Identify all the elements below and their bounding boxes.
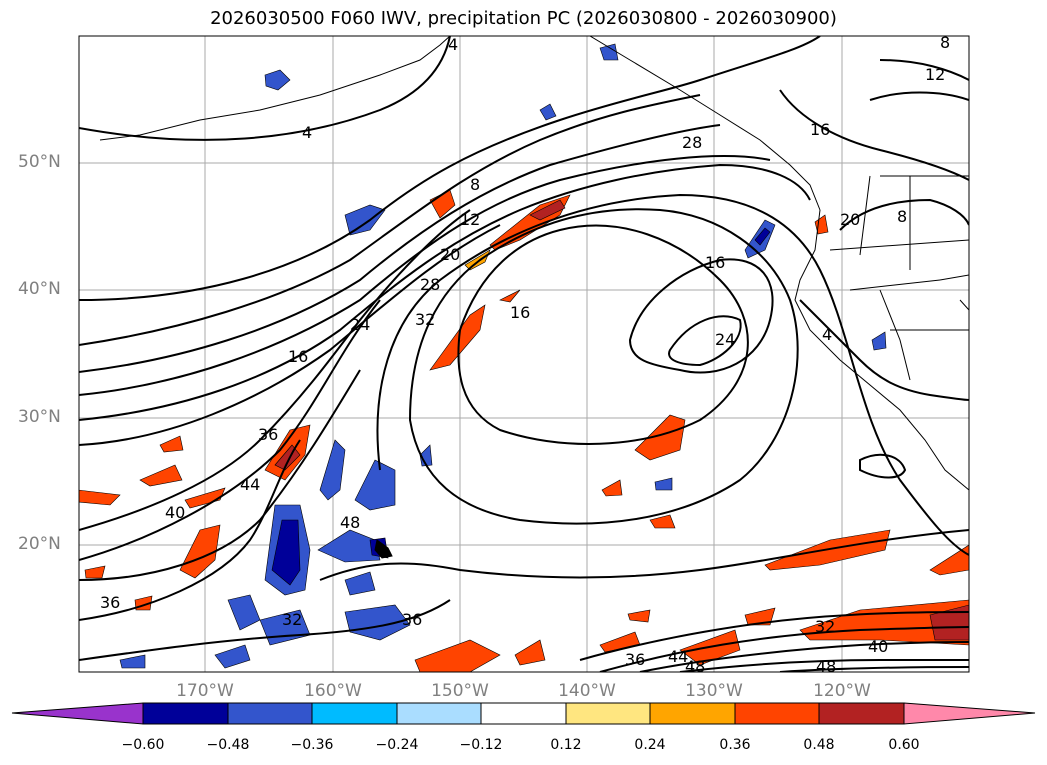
colorbar-segment bbox=[480, 702, 567, 725]
precip-negative bbox=[119, 43, 887, 669]
colorbar-tick-label: 0.60 bbox=[888, 737, 920, 753]
lon-label: 160°W bbox=[304, 681, 362, 701]
colorbar-extend-low bbox=[11, 702, 144, 725]
colorbar-tick-label: −0.48 bbox=[206, 737, 250, 753]
lat-label: 50°N bbox=[18, 152, 61, 172]
contour-label: 16 bbox=[810, 120, 830, 139]
contour-label: 28 bbox=[420, 275, 440, 294]
colorbar-tick-label: 0.24 bbox=[634, 737, 666, 753]
colorbar-segment bbox=[311, 702, 398, 725]
contour-label: 16 bbox=[705, 253, 725, 272]
contour-label: 8 bbox=[897, 207, 907, 226]
lon-label: 150°W bbox=[431, 681, 489, 701]
colorbar-tick-label: −0.12 bbox=[459, 737, 503, 753]
contour-label: 12 bbox=[460, 210, 480, 229]
map-frame bbox=[78, 35, 970, 673]
contour-label: 44 bbox=[668, 647, 688, 666]
lon-label: 120°W bbox=[813, 681, 871, 701]
lat-label: 20°N bbox=[18, 534, 61, 554]
map-panel bbox=[79, 36, 969, 672]
colorbar-segment bbox=[818, 702, 905, 725]
contour-label: 24 bbox=[350, 315, 370, 334]
contour-label: 36 bbox=[402, 610, 422, 629]
lon-label: 140°W bbox=[558, 681, 616, 701]
colorbar bbox=[11, 702, 1036, 725]
coastlines bbox=[99, 36, 969, 559]
colorbar-tick-label: −0.24 bbox=[375, 737, 419, 753]
contour-label: 16 bbox=[510, 303, 530, 322]
colorbar-segment bbox=[649, 702, 736, 725]
colorbar-segment bbox=[734, 702, 820, 725]
contour-label: 36 bbox=[258, 425, 278, 444]
contour-label: 4 bbox=[302, 123, 312, 142]
colorbar-segment bbox=[565, 702, 651, 725]
lat-label: 30°N bbox=[18, 407, 61, 427]
contour-label: 32 bbox=[282, 610, 302, 629]
contour-label: 36 bbox=[100, 593, 120, 612]
contour-label: 32 bbox=[815, 617, 835, 636]
contour-label: 8 bbox=[470, 175, 480, 194]
contour-label: 40 bbox=[165, 503, 185, 522]
contour-label: 44 bbox=[240, 475, 260, 494]
contour-label: 4 bbox=[822, 325, 832, 344]
colorbar-segment bbox=[142, 702, 229, 725]
contour-label: 32 bbox=[415, 310, 435, 329]
contour-label: 8 bbox=[940, 33, 950, 52]
contour-label: 48 bbox=[816, 657, 836, 676]
contour-label: 40 bbox=[868, 637, 888, 656]
colorbar-tick-label: −0.60 bbox=[121, 737, 165, 753]
lon-label: 170°W bbox=[176, 681, 234, 701]
contour-label: 28 bbox=[682, 133, 702, 152]
contour-label: 48 bbox=[685, 657, 705, 676]
map-title: 2026030500 F060 IWV, precipitation PC (2… bbox=[210, 8, 837, 29]
colorbar-tick-label: 0.12 bbox=[550, 737, 582, 753]
contour-labels: 4 4 4 8 8 8 12 12 16 16 16 16 20 20 24 2… bbox=[100, 33, 950, 676]
contour-label: 16 bbox=[288, 347, 308, 366]
colorbar-segment bbox=[227, 702, 313, 725]
contour-label: 20 bbox=[440, 245, 460, 264]
contour-label: 12 bbox=[925, 65, 945, 84]
contour-label: 4 bbox=[448, 35, 458, 54]
iwv-contours bbox=[79, 36, 969, 672]
colorbar-tick-label: −0.36 bbox=[290, 737, 334, 753]
colorbar-tick-label: 0.48 bbox=[803, 737, 835, 753]
lat-label: 40°N bbox=[18, 279, 61, 299]
contour-label: 20 bbox=[840, 210, 860, 229]
contour-label: 48 bbox=[340, 513, 360, 532]
colorbar-segment bbox=[396, 702, 482, 725]
colorbar-tick-label: 0.36 bbox=[719, 737, 751, 753]
contour-label: 36 bbox=[625, 650, 645, 669]
contour-label: 24 bbox=[715, 330, 735, 349]
colorbar-extend-high bbox=[903, 702, 1036, 725]
lon-label: 130°W bbox=[685, 681, 743, 701]
